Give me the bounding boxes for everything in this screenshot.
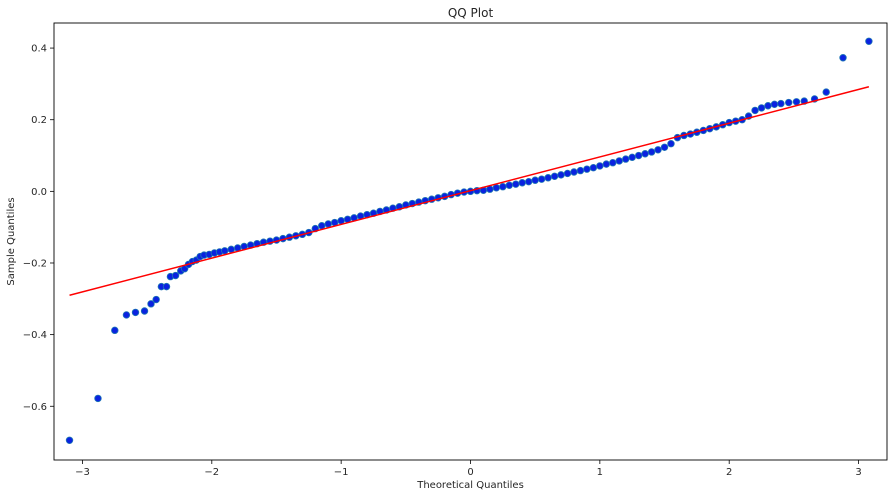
- data-point: [641, 150, 649, 158]
- data-point: [576, 166, 585, 175]
- chart-title: QQ Plot: [448, 6, 494, 20]
- data-point: [628, 153, 636, 162]
- data-point: [615, 157, 623, 165]
- data-point: [609, 158, 617, 167]
- data-point: [647, 148, 656, 156]
- data-point: [570, 168, 578, 176]
- y-tick-label: 0.4: [31, 44, 47, 55]
- data-point: [596, 162, 604, 170]
- data-point: [140, 307, 149, 315]
- data-point: [318, 222, 326, 230]
- data-point: [518, 179, 526, 187]
- y-tick-label: 0.2: [31, 115, 47, 126]
- data-point: [770, 100, 779, 109]
- data-point: [505, 181, 513, 189]
- y-tick-label: −0.4: [23, 330, 47, 341]
- data-point: [111, 326, 119, 335]
- x-axis-label: Theoretical Quantiles: [416, 480, 524, 491]
- y-tick-label: −0.6: [23, 402, 47, 413]
- data-point: [563, 169, 572, 178]
- data-point: [147, 300, 155, 308]
- plot-frame: [53, 22, 888, 461]
- data-point: [865, 37, 873, 45]
- data-point: [544, 174, 552, 182]
- data-point: [660, 143, 669, 151]
- data-point: [162, 282, 171, 291]
- data-point: [777, 99, 785, 108]
- data-point: [583, 165, 591, 173]
- data-point: [550, 172, 559, 181]
- data-point: [531, 176, 539, 184]
- data-point: [152, 295, 160, 304]
- plot-area: −3 −2 −1 0 1 2 3 −0.6 −0.4 −0.2 0.0 0.2 0.4: [23, 22, 888, 478]
- data-point: [589, 164, 598, 172]
- x-tick-label: 3: [855, 467, 861, 478]
- data-point: [512, 180, 520, 188]
- data-point: [324, 220, 332, 228]
- x-tick-label: 0: [467, 467, 473, 478]
- data-point: [122, 311, 131, 319]
- data-point: [221, 247, 229, 255]
- data-point: [785, 98, 793, 107]
- x-tick-label: −1: [334, 467, 349, 478]
- y-axis-label: Sample Quantiles: [6, 197, 17, 285]
- data-point: [764, 102, 772, 110]
- y-tick-label: 0.0: [31, 187, 47, 198]
- data-point: [792, 98, 801, 106]
- x-tick-label: 1: [597, 467, 603, 478]
- data-point: [634, 151, 643, 160]
- data-point: [525, 177, 533, 186]
- y-tick-label: −0.2: [23, 258, 47, 269]
- data-point: [499, 182, 507, 191]
- data-point: [667, 140, 675, 148]
- data-point: [65, 436, 74, 444]
- data-point: [757, 104, 766, 112]
- x-tick-label: −3: [75, 467, 90, 478]
- data-point: [751, 106, 759, 115]
- reference-line: [69, 86, 870, 296]
- data-point: [557, 171, 565, 179]
- data-point: [822, 88, 830, 96]
- data-point: [131, 308, 140, 317]
- data-point: [622, 155, 630, 163]
- x-tick-label: 2: [726, 467, 732, 478]
- data-point: [654, 146, 662, 154]
- data-point: [839, 54, 847, 62]
- data-point: [602, 160, 611, 168]
- data-point: [537, 175, 546, 183]
- data-point: [492, 184, 501, 192]
- data-point: [94, 394, 102, 403]
- x-tick-label: −2: [204, 467, 219, 478]
- data-point: [171, 271, 180, 280]
